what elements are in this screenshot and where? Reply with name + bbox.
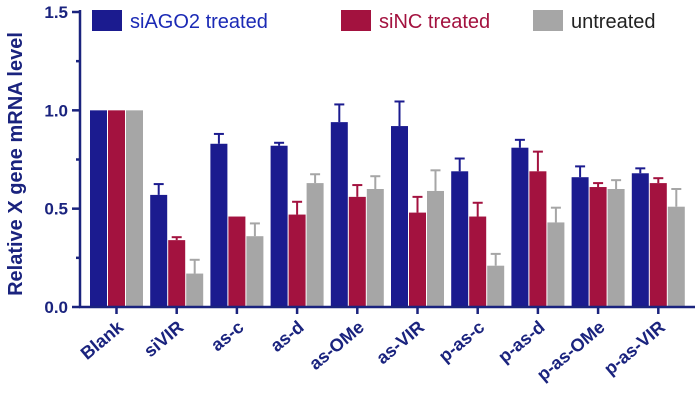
bar-untreated-blank	[126, 110, 143, 307]
bar-untreated-as-ome	[366, 189, 384, 307]
bar-sinc-treated-p-as-ome	[589, 187, 607, 307]
y-tick-label: 0.0	[44, 298, 68, 317]
x-tick-label-as-vir: as-VIR	[372, 317, 428, 368]
x-tick-label-as-d: as-d	[266, 317, 307, 356]
bar-siago2-treated-p-as-ome	[571, 177, 589, 307]
bar-untreated-p-as-d	[547, 222, 565, 307]
legend-swatch-untreated	[533, 10, 563, 31]
x-tick-label-p-as-ome: p-as-OMe	[533, 317, 609, 385]
bar-siago2-treated-p-as-c	[451, 171, 469, 307]
legend-label-sinc-treated: siNC treated	[379, 11, 490, 33]
bar-siago2-treated-as-c	[210, 143, 228, 307]
legend-swatch-siago2-treated	[92, 10, 122, 31]
bar-untreated-as-c	[246, 236, 264, 307]
bar-siago2-treated-blank	[90, 110, 107, 307]
bar-siago2-treated-sivir	[150, 194, 168, 307]
bar-sinc-treated-as-ome	[348, 196, 366, 307]
bar-untreated-p-as-c	[487, 265, 505, 307]
bar-sinc-treated-p-as-vir	[649, 183, 667, 307]
y-axis-label: Relative X gene mRNA level	[5, 32, 27, 296]
x-tick-label-p-as-c: p-as-c	[435, 317, 488, 366]
y-axis: 0.0 0.5 1.0 1.5	[44, 3, 82, 317]
bar-sinc-treated-p-as-d	[529, 171, 547, 307]
x-tick-label-as-ome: as-OMe	[305, 317, 368, 374]
bar-untreated-p-as-ome	[607, 189, 625, 307]
bar-untreated-p-as-vir	[667, 206, 685, 307]
bar-sinc-treated-as-d	[288, 214, 306, 307]
y-tick-label: 1.5	[44, 3, 68, 22]
legend: siAGO2 treated siNC treated untreated	[92, 10, 656, 33]
x-tick-label-blank: Blank	[77, 316, 128, 363]
bar-sinc-treated-as-vir	[409, 212, 426, 307]
error-bars-group	[153, 100, 682, 274]
legend-swatch-sinc-treated	[341, 10, 371, 31]
bar-untreated-sivir	[186, 273, 204, 307]
x-tick-label-sivir: siVIR	[140, 317, 187, 361]
legend-label-siago2-treated: siAGO2 treated	[130, 11, 268, 33]
x-tick-label-p-as-d: p-as-d	[494, 317, 548, 367]
bar-sinc-treated-blank	[108, 110, 125, 307]
x-tick-label-as-c: as-c	[207, 317, 247, 355]
x-axis: Blank siVIR as-c as-das-OMe as-VIR p-as-c p-as…	[77, 305, 695, 385]
x-tick-label-p-as-vir: p-as-VIR	[600, 317, 669, 379]
bar-siago2-treated-as-ome	[330, 122, 348, 307]
bars-group	[90, 110, 685, 307]
y-tick-label: 0.5	[44, 200, 68, 219]
bar-sinc-treated-p-as-c	[469, 216, 487, 307]
bar-siago2-treated-as-vir	[391, 126, 408, 307]
bar-siago2-treated-p-as-d	[511, 147, 529, 307]
y-tick-label: 1.0	[44, 101, 68, 120]
bar-siago2-treated-p-as-vir	[631, 173, 649, 307]
bar-sinc-treated-as-c	[228, 216, 246, 307]
bar-untreated-as-vir	[427, 190, 444, 307]
legend-label-untreated: untreated	[571, 11, 656, 33]
bar-sinc-treated-sivir	[168, 240, 186, 307]
bar-untreated-as-d	[306, 183, 324, 307]
bar-siago2-treated-as-d	[270, 145, 288, 307]
